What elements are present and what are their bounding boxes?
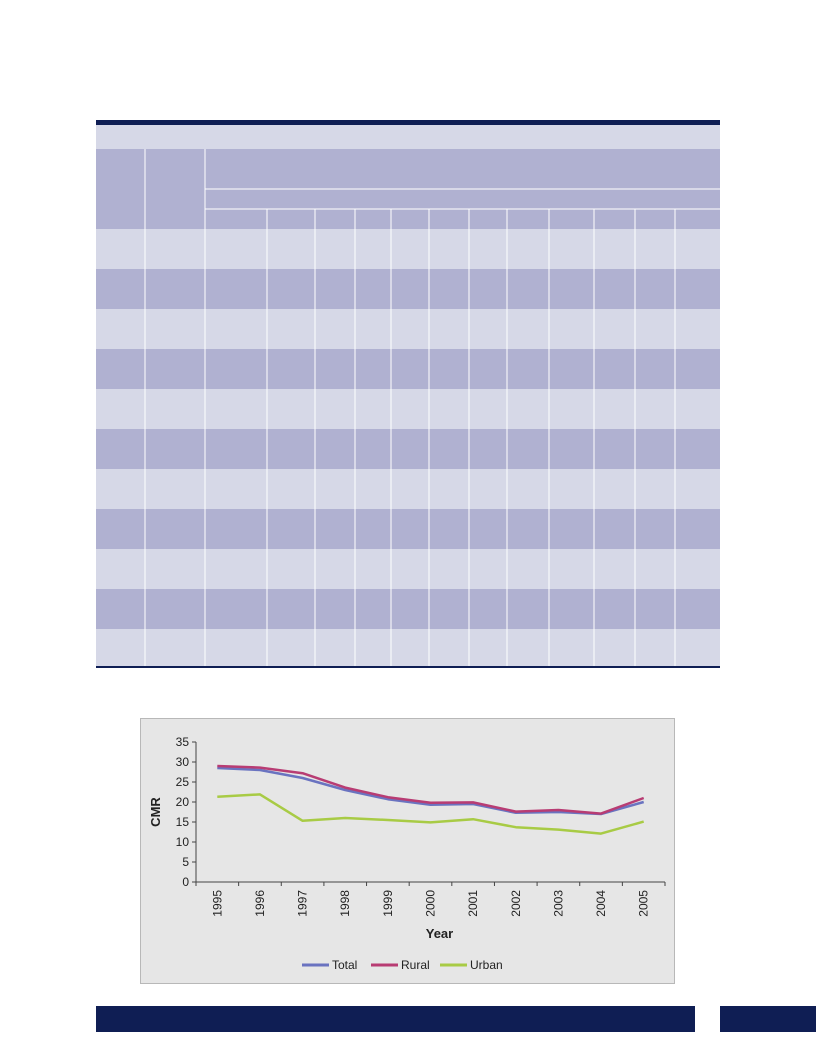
- legend-label-urban: Urban: [470, 958, 503, 972]
- x-tick-label: 2001: [466, 890, 480, 917]
- x-tick-label: 2000: [424, 890, 438, 917]
- table-row: [96, 549, 720, 589]
- data-table: [96, 120, 720, 668]
- table-row: [96, 349, 720, 389]
- y-tick-label: 15: [176, 815, 190, 829]
- x-tick-label: 1999: [381, 890, 395, 917]
- y-tick-label: 25: [176, 775, 190, 789]
- y-tick-label: 10: [176, 835, 190, 849]
- table-row: [96, 309, 720, 349]
- chart-background: [140, 718, 675, 984]
- table-row: [96, 589, 720, 629]
- series-line-urban: [217, 793, 645, 835]
- y-tick-label: 20: [176, 795, 190, 809]
- table-row: [96, 269, 720, 309]
- table-row: [96, 389, 720, 429]
- table-row: [96, 229, 720, 269]
- y-tick-label: 35: [176, 735, 190, 749]
- table-bottom-rule: [96, 666, 720, 668]
- x-tick-label: 2004: [594, 890, 608, 917]
- y-axis-title: CMR: [148, 797, 163, 827]
- legend-label-total: Total: [332, 958, 357, 972]
- table-row: [96, 509, 720, 549]
- table-title-row: [96, 125, 720, 149]
- x-tick-label: 1995: [210, 890, 224, 917]
- x-tick-label: 2002: [509, 890, 523, 917]
- table-top-rule: [96, 120, 720, 125]
- footer-bar-right: [720, 1006, 816, 1032]
- x-tick-label: 1998: [338, 890, 352, 917]
- y-tick-label: 5: [182, 855, 189, 869]
- y-tick-label: 0: [182, 875, 189, 889]
- table-row: [96, 629, 720, 668]
- x-axis-title: Year: [426, 926, 453, 941]
- legend-label-rural: Rural: [401, 958, 430, 972]
- series-line-total: [217, 766, 645, 816]
- y-tick-label: 30: [176, 755, 190, 769]
- x-tick-label: 1996: [253, 890, 267, 917]
- footer-bar-left: [96, 1006, 695, 1032]
- table-row: [96, 469, 720, 509]
- x-tick-label: 2005: [637, 890, 651, 917]
- table-row: [96, 429, 720, 469]
- cmr-line-chart: 0 5 10 15 20 25 30 35 1995 1996 1997 1998 1999 2000 20…: [140, 718, 675, 984]
- x-tick-label: 1997: [296, 890, 310, 917]
- series-line-rural: [217, 764, 645, 815]
- x-tick-label: 2003: [551, 890, 565, 917]
